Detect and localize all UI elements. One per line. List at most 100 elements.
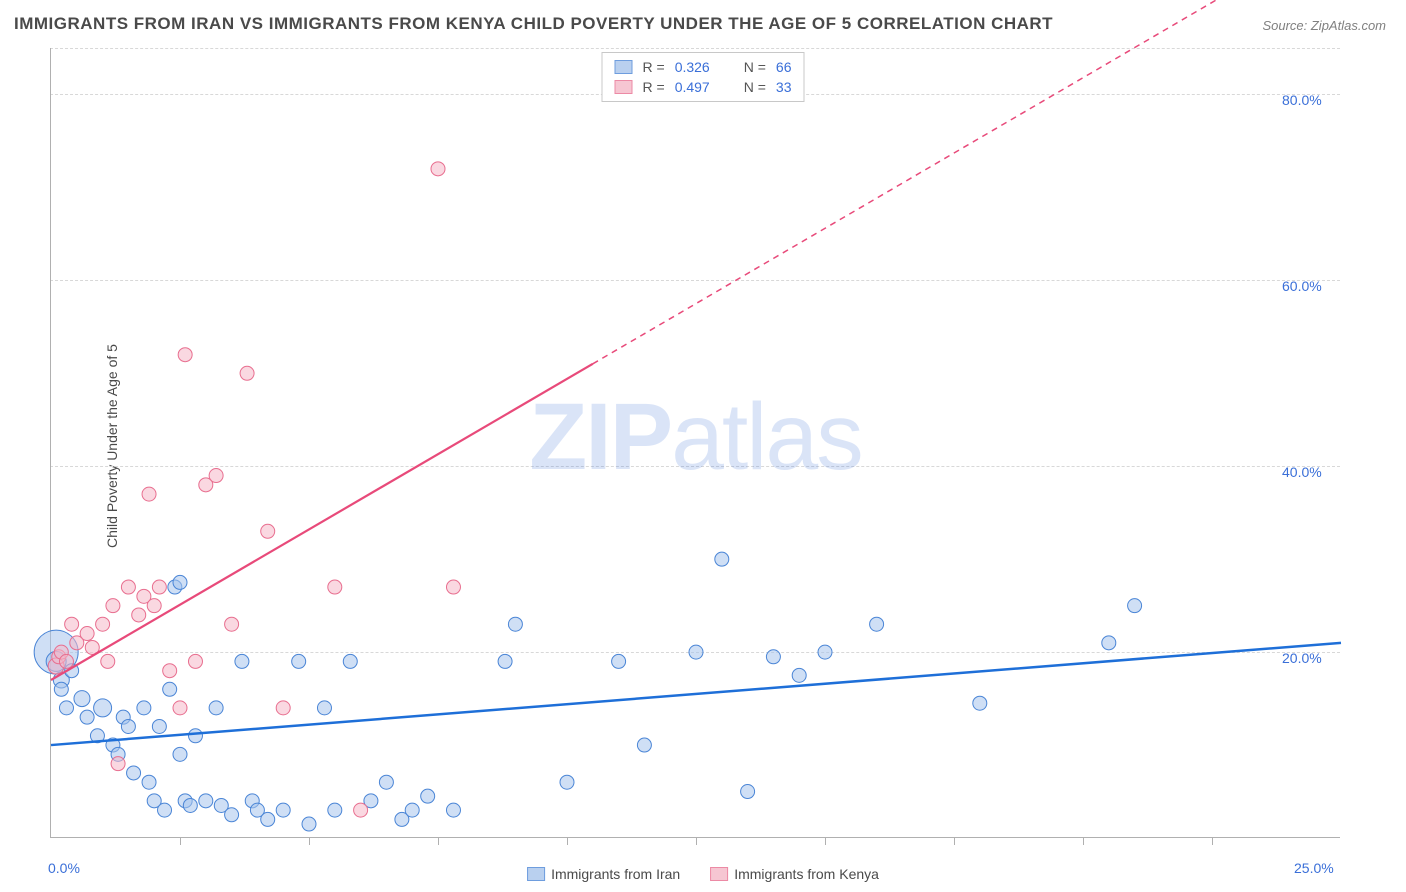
data-point — [80, 710, 94, 724]
data-point — [121, 580, 135, 594]
data-point — [276, 701, 290, 715]
data-point — [59, 654, 73, 668]
data-point — [147, 599, 161, 613]
legend-r-label: R = — [643, 79, 665, 95]
y-tick-label: 40.0% — [1282, 464, 1322, 480]
x-tick-mark — [567, 837, 568, 845]
y-tick-label: 80.0% — [1282, 92, 1322, 108]
data-point — [74, 691, 90, 707]
data-point — [792, 668, 806, 682]
data-point — [178, 348, 192, 362]
data-point — [188, 729, 202, 743]
legend-swatch — [615, 60, 633, 74]
source-attribution: Source: ZipAtlas.com — [1262, 18, 1386, 33]
x-tick-mark — [180, 837, 181, 845]
data-point — [405, 803, 419, 817]
chart-title: IMMIGRANTS FROM IRAN VS IMMIGRANTS FROM … — [14, 14, 1053, 34]
data-point — [446, 580, 460, 594]
legend-stat-row: R = 0.326 N = 66 — [615, 57, 792, 77]
legend-stats: R =0.326N =66R =0.497N =33 — [602, 52, 805, 102]
legend-series-item: Immigrants from Iran — [527, 866, 680, 882]
data-point — [152, 580, 166, 594]
y-tick-label: 20.0% — [1282, 650, 1322, 666]
data-point — [261, 524, 275, 538]
data-point — [96, 617, 110, 631]
x-tick-mark — [954, 837, 955, 845]
data-point — [199, 794, 213, 808]
legend-n-label: N = — [744, 59, 766, 75]
data-point — [973, 696, 987, 710]
data-point — [111, 757, 125, 771]
data-point — [94, 699, 112, 717]
data-point — [354, 803, 368, 817]
legend-swatch — [710, 867, 728, 881]
data-point — [560, 775, 574, 789]
data-point — [80, 627, 94, 641]
data-point — [302, 817, 316, 831]
data-point — [173, 747, 187, 761]
legend-r-label: R = — [643, 59, 665, 75]
legend-r-value: 0.497 — [675, 79, 710, 95]
data-point — [818, 645, 832, 659]
data-point — [870, 617, 884, 631]
data-point — [127, 766, 141, 780]
scatter-svg — [51, 48, 1340, 837]
data-point — [637, 738, 651, 752]
plot-area: ZIPatlas — [50, 48, 1340, 838]
data-point — [225, 617, 239, 631]
legend-series: Immigrants from Iran Immigrants from Keny… — [527, 866, 879, 882]
data-point — [137, 701, 151, 715]
data-point — [261, 812, 275, 826]
data-point — [431, 162, 445, 176]
x-tick-label: 0.0% — [48, 860, 80, 876]
data-point — [101, 654, 115, 668]
x-tick-mark — [1212, 837, 1213, 845]
data-point — [1102, 636, 1116, 650]
data-point — [343, 654, 357, 668]
data-point — [106, 599, 120, 613]
legend-swatch — [527, 867, 545, 881]
legend-n-value: 66 — [776, 59, 792, 75]
x-tick-mark — [438, 837, 439, 845]
data-point — [328, 803, 342, 817]
data-point — [741, 785, 755, 799]
data-point — [142, 775, 156, 789]
data-point — [59, 701, 73, 715]
y-tick-label: 60.0% — [1282, 278, 1322, 294]
data-point — [152, 719, 166, 733]
legend-r-value: 0.326 — [675, 59, 710, 75]
data-point — [183, 798, 197, 812]
x-tick-mark — [825, 837, 826, 845]
x-tick-mark — [696, 837, 697, 845]
data-point — [225, 808, 239, 822]
data-point — [158, 803, 172, 817]
data-point — [173, 575, 187, 589]
x-tick-mark — [1083, 837, 1084, 845]
data-point — [163, 682, 177, 696]
data-point — [65, 617, 79, 631]
legend-series-item: Immigrants from Kenya — [710, 866, 879, 882]
data-point — [132, 608, 146, 622]
legend-swatch — [615, 80, 633, 94]
legend-series-label: Immigrants from Iran — [551, 866, 680, 882]
data-point — [235, 654, 249, 668]
legend-series-label: Immigrants from Kenya — [734, 866, 879, 882]
data-point — [766, 650, 780, 664]
data-point — [1128, 599, 1142, 613]
data-point — [498, 654, 512, 668]
legend-n-value: 33 — [776, 79, 792, 95]
data-point — [54, 682, 68, 696]
data-point — [379, 775, 393, 789]
data-point — [163, 664, 177, 678]
trend-line — [51, 364, 593, 680]
data-point — [292, 654, 306, 668]
data-point — [328, 580, 342, 594]
x-tick-label: 25.0% — [1294, 860, 1334, 876]
legend-stat-row: R =0.497N =33 — [615, 77, 792, 97]
data-point — [689, 645, 703, 659]
data-point — [508, 617, 522, 631]
data-point — [715, 552, 729, 566]
data-point — [121, 719, 135, 733]
data-point — [209, 469, 223, 483]
data-point — [188, 654, 202, 668]
